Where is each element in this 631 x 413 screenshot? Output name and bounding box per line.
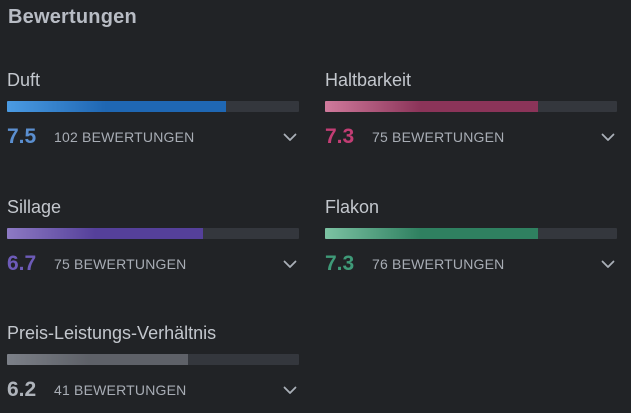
rating-haltbarkeit: Haltbarkeit 7.3 75 BEWERTUNGEN	[325, 70, 617, 150]
rating-label: Duft	[7, 70, 41, 90]
rating-count: 75 BEWERTUNGEN	[372, 129, 505, 145]
rating-bar-track	[7, 101, 299, 112]
rating-flakon: Flakon 7.3 76 BEWERTUNGEN	[325, 197, 617, 277]
chevron-down-icon[interactable]	[279, 379, 301, 401]
rating-score: 7.5	[7, 125, 37, 148]
rating-label: Sillage	[7, 197, 62, 217]
section-title: Bewertungen	[8, 6, 137, 28]
rating-bar-track	[7, 228, 299, 239]
rating-bar-fill	[7, 354, 189, 365]
rating-preis-leistung: Preis-Leistungs-Verhältnis 6.2 41 BEWERT…	[7, 323, 299, 403]
rating-score: 7.3	[325, 125, 355, 148]
rating-count: 102 BEWERTUNGEN	[54, 129, 195, 145]
rating-count: 75 BEWERTUNGEN	[54, 256, 187, 272]
rating-score: 6.7	[7, 252, 37, 275]
rating-bar-fill	[325, 101, 539, 112]
chevron-down-icon[interactable]	[597, 126, 619, 148]
rating-count: 41 BEWERTUNGEN	[54, 382, 187, 398]
chevron-down-icon[interactable]	[597, 253, 619, 275]
rating-score: 7.3	[325, 252, 355, 275]
rating-label: Preis-Leistungs-Verhältnis	[7, 323, 217, 343]
chevron-down-icon[interactable]	[279, 253, 301, 275]
rating-sillage: Sillage 6.7 75 BEWERTUNGEN	[7, 197, 299, 277]
rating-score: 6.2	[7, 378, 37, 401]
rating-duft: Duft 7.5 102 BEWERTUNGEN	[7, 70, 299, 150]
rating-bar-fill	[325, 228, 539, 239]
rating-bar-track	[7, 354, 299, 365]
rating-label: Haltbarkeit	[325, 70, 412, 90]
chevron-down-icon[interactable]	[279, 126, 301, 148]
rating-bar-fill	[7, 228, 203, 239]
rating-count: 76 BEWERTUNGEN	[372, 256, 505, 272]
rating-bar-track	[325, 101, 617, 112]
rating-bar-track	[325, 228, 617, 239]
rating-bar-fill	[7, 101, 226, 112]
rating-label: Flakon	[325, 197, 380, 217]
